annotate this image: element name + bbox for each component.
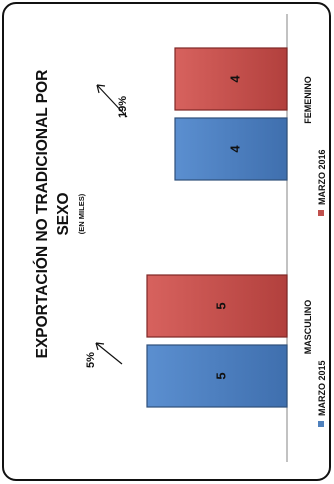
growth-arrow-femenino bbox=[96, 84, 128, 118]
legend-swatch-marzo-2016 bbox=[318, 210, 324, 216]
category-label-masculino: MASCULINO bbox=[303, 300, 313, 355]
bar-marzo-2016-femenino bbox=[174, 47, 288, 111]
category-label-femenino: FEMENINO bbox=[303, 76, 313, 124]
growth-label-femenino: 19% bbox=[117, 96, 129, 118]
chart-subtitle: (EN MILES) bbox=[77, 193, 86, 234]
bar-marzo-2015-masculino bbox=[146, 344, 288, 408]
data-label-marzo-2016-femenino: 4 bbox=[228, 75, 243, 83]
legend-label-marzo-2016: MARZO 2016 bbox=[317, 149, 327, 205]
chart-title-line-1: EXPORTACIÓN NO TRADICIONAL POR bbox=[33, 70, 51, 359]
data-label-marzo-2015-femenino: 4 bbox=[228, 145, 243, 153]
data-label-marzo-2016-masculino: 5 bbox=[214, 302, 229, 309]
bar-marzo-2016-masculino bbox=[146, 274, 288, 338]
growth-arrow-masculino bbox=[95, 342, 123, 365]
growth-arrow-head-femenino bbox=[96, 84, 106, 94]
chart-title-line-2: SEXO bbox=[55, 192, 72, 235]
growth-label-masculino: 5% bbox=[85, 352, 97, 368]
growth-arrow-head-masculino bbox=[95, 342, 105, 351]
bar-marzo-2015-femenino bbox=[174, 117, 288, 181]
legend-label-marzo-2015: MARZO 2015 bbox=[317, 360, 327, 416]
data-label-marzo-2015-masculino: 5 bbox=[214, 372, 229, 379]
legend-swatch-marzo-2015 bbox=[318, 421, 324, 427]
